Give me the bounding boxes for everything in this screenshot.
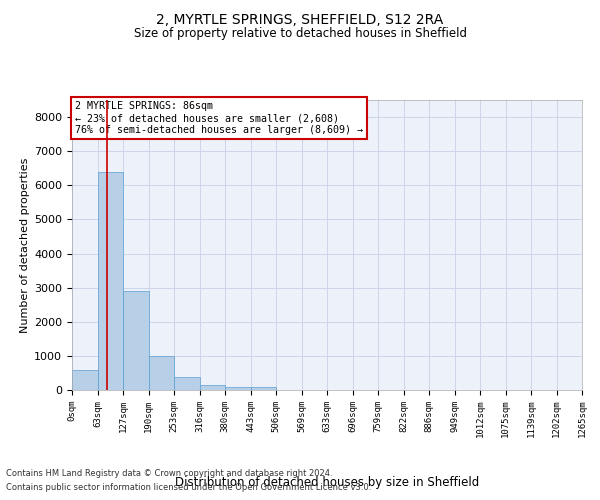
Text: Size of property relative to detached houses in Sheffield: Size of property relative to detached ho…: [133, 28, 467, 40]
Bar: [225, 387, 251, 390]
Bar: [149, 356, 174, 390]
Text: Contains HM Land Registry data © Crown copyright and database right 2024.: Contains HM Land Registry data © Crown c…: [6, 468, 332, 477]
Bar: [123, 291, 149, 390]
Text: 2 MYRTLE SPRINGS: 86sqm
← 23% of detached houses are smaller (2,608)
76% of semi: 2 MYRTLE SPRINGS: 86sqm ← 23% of detache…: [74, 102, 362, 134]
Bar: [72, 370, 97, 390]
Bar: [174, 378, 199, 390]
Bar: [199, 384, 225, 390]
Text: 2, MYRTLE SPRINGS, SHEFFIELD, S12 2RA: 2, MYRTLE SPRINGS, SHEFFIELD, S12 2RA: [157, 12, 443, 26]
Y-axis label: Number of detached properties: Number of detached properties: [20, 158, 30, 332]
X-axis label: Distribution of detached houses by size in Sheffield: Distribution of detached houses by size …: [175, 476, 479, 489]
Text: Contains public sector information licensed under the Open Government Licence v3: Contains public sector information licen…: [6, 484, 371, 492]
Bar: [251, 387, 276, 390]
Bar: [97, 172, 123, 390]
